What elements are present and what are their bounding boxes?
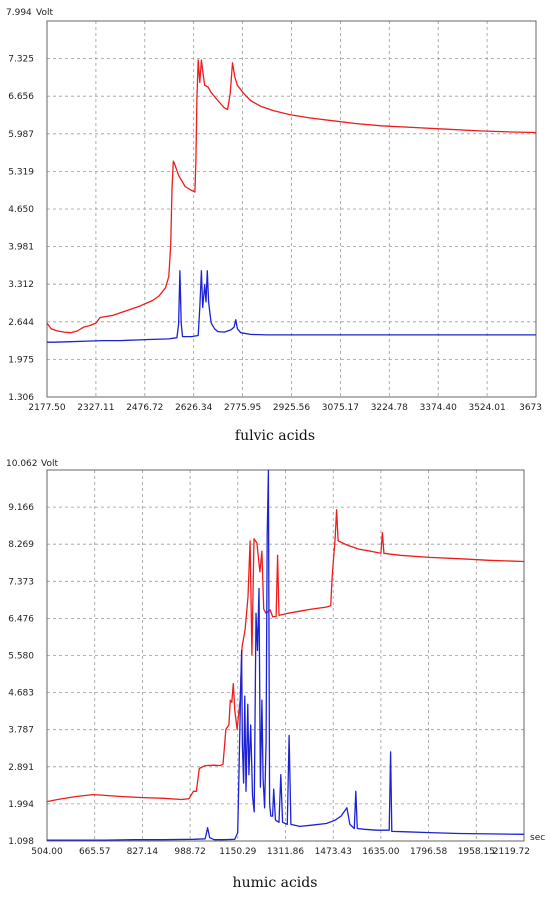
x-tick-label: 3075.17: [322, 403, 359, 413]
caption-fulvic: fulvic acids: [235, 428, 315, 444]
y-tick-label: 3.312: [8, 280, 34, 290]
x-axis: 504.00 665.57 827.14 988.72 1150.29 1311.86 14…: [31, 847, 530, 857]
plot-frame: [46, 20, 537, 398]
y-tick-label: 4.650: [8, 205, 34, 215]
x-tick-label: 2177.50: [28, 403, 65, 413]
x-tick-label: 827.14: [127, 847, 159, 857]
x-tick-label: 1473.43: [315, 847, 352, 857]
x-tick-label: 504.00: [31, 847, 63, 857]
y-tick-label: 1.994: [8, 800, 34, 810]
y-unit-label: Volt: [41, 459, 58, 469]
x-tick-label: 1958.15: [458, 847, 495, 857]
y-tick-label: 2.891: [8, 763, 34, 773]
x-tick-label: 1635.00: [362, 847, 399, 857]
y-tick-label: 6.656: [8, 92, 34, 102]
chart-humic-acids: Volt 9.166 8.269 7.373 6.476 5.580 4.683 3.787…: [6, 459, 545, 891]
x-tick-label: 2925.56: [273, 403, 310, 413]
series-layer: [46, 469, 524, 841]
grid: [47, 21, 536, 397]
x-tick-label: 988.72: [174, 847, 206, 857]
y-tick-label: 3.981: [8, 243, 34, 253]
y-tick-label: 7.373: [8, 577, 34, 587]
y-tick-label-top: 10.062: [6, 459, 38, 469]
x-tick-label: 2327.11: [77, 403, 114, 413]
y-tick-label: 2.644: [8, 318, 34, 328]
x-tick-label: 3374.40: [420, 403, 457, 413]
y-tick-label: 5.580: [8, 652, 34, 662]
y-tick-label: 1.306: [8, 393, 34, 403]
x-tick-label: 3524.01: [468, 403, 505, 413]
x-tick-label: 1311.86: [267, 847, 304, 857]
grid: [47, 470, 524, 841]
y-tick-label: 1.098: [8, 837, 34, 847]
y-tick-label: 1.975: [8, 355, 34, 365]
chart-fulvic-acids: Volt 7.325 6.656 5.987 5.319 4.650 3.981 3.312…: [6, 8, 542, 444]
x-tick-label: 2626.34: [175, 403, 212, 413]
y-tick-label: 3.787: [8, 726, 34, 736]
y-tick-label-top: 7.994: [6, 8, 32, 18]
series-layer: [46, 59, 536, 343]
series-line-blue: [47, 270, 536, 343]
caption-humic: humic acids: [233, 875, 318, 891]
y-tick-label: 9.166: [8, 503, 34, 513]
x-tick-label: 1796.58: [410, 847, 447, 857]
x-tick-label: 665.57: [79, 847, 111, 857]
x-tick-label: 2119.72: [493, 847, 530, 857]
y-axis: 7.325 6.656 5.987 5.319 4.650 3.981 3.312 2.644…: [6, 8, 34, 403]
x-tick-label: 3224.78: [371, 403, 408, 413]
x-tick-label: 2775.95: [224, 403, 261, 413]
series-line-red: [46, 59, 536, 334]
x-tick-label: 2476.72: [126, 403, 163, 413]
x-unit-label: sec: [530, 833, 545, 843]
y-tick-label: 7.325: [8, 55, 34, 65]
y-tick-label: 5.319: [8, 167, 34, 177]
x-tick-label: 3673: [519, 403, 542, 413]
x-axis: 2177.50 2327.11 2476.72 2626.34 2775.95 2925.…: [28, 403, 542, 413]
y-axis: 9.166 8.269 7.373 6.476 5.580 4.683 3.787 2.891…: [6, 459, 38, 847]
y-tick-label: 5.987: [8, 130, 34, 140]
y-tick-label: 6.476: [8, 614, 34, 624]
x-tick-label: 1150.29: [219, 847, 256, 857]
y-unit-label: Volt: [36, 8, 53, 18]
y-tick-label: 4.683: [8, 689, 34, 699]
series-line-red: [46, 509, 524, 803]
series-line-blue: [47, 469, 524, 841]
plot-frame: [46, 469, 525, 842]
y-tick-label: 8.269: [8, 540, 34, 550]
